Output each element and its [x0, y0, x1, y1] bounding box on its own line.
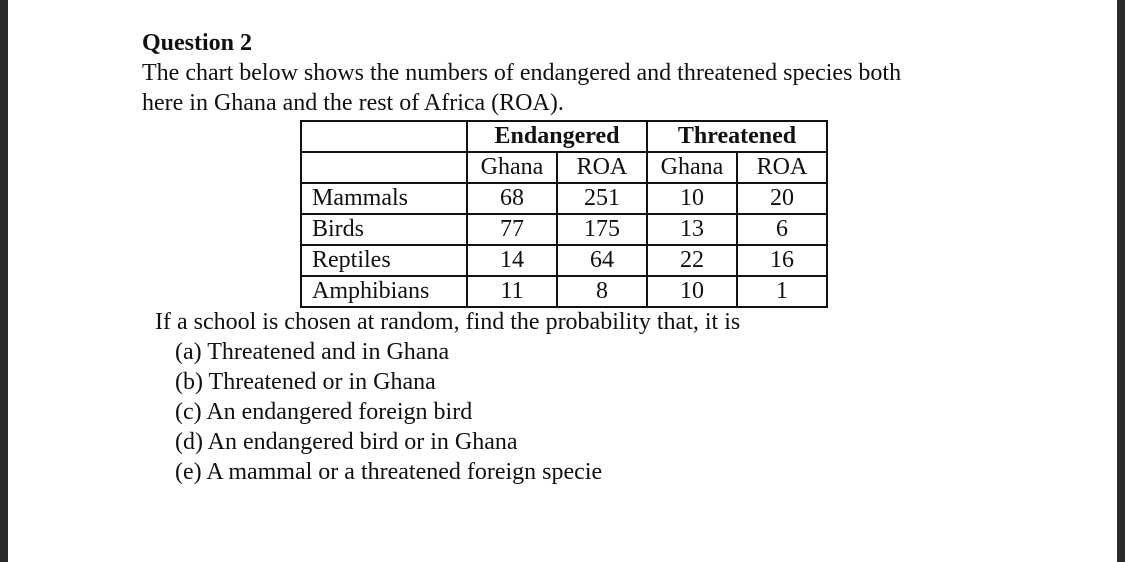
subheader-endangered-ghana: Ghana: [466, 151, 558, 184]
table-cell: 20: [736, 182, 828, 215]
table-cell: 22: [646, 244, 738, 277]
table-cell: 16: [736, 244, 828, 277]
table-cell: 14: [466, 244, 558, 277]
row-label: Reptiles: [300, 244, 468, 277]
option-d: (d) An endangered bird or in Ghana: [175, 429, 518, 455]
corner-cell: [300, 151, 468, 184]
header-threatened: Threatened: [646, 120, 828, 153]
table-cell: 175: [556, 213, 648, 246]
table-cell: 8: [556, 275, 648, 308]
table-cell: 1: [736, 275, 828, 308]
left-screen-edge: [0, 0, 8, 562]
option-b: (b) Threatened or in Ghana: [175, 369, 436, 395]
row-label: Birds: [300, 213, 468, 246]
intro-line-1: The chart below shows the numbers of end…: [142, 60, 902, 86]
right-screen-edge: [1117, 0, 1125, 562]
table-row: Amphibians 11 8 10 1: [300, 275, 828, 308]
question-prompt: If a school is chosen at random, find th…: [155, 309, 741, 335]
answer-options: (a) Threatened and in Ghana (b) Threaten…: [175, 337, 602, 487]
subheader-endangered-roa: ROA: [556, 151, 648, 184]
table-cell: 77: [466, 213, 558, 246]
species-table: Endangered Threatened Ghana ROA Ghana RO…: [300, 120, 828, 308]
subheader-row: Ghana ROA Ghana ROA: [300, 151, 828, 184]
option-e: (e) A mammal or a threatened foreign spe…: [175, 459, 603, 485]
group-header-row: Endangered Threatened: [300, 120, 828, 153]
subheader-threatened-roa: ROA: [736, 151, 828, 184]
table-row: Reptiles 14 64 22 16: [300, 244, 828, 277]
table-cell: 6: [736, 213, 828, 246]
header-endangered: Endangered: [466, 120, 648, 153]
table-cell: 13: [646, 213, 738, 246]
question-title: Question 2: [142, 30, 253, 56]
intro-line-2: here in Ghana and the rest of Africa (RO…: [142, 90, 564, 116]
table-cell: 11: [466, 275, 558, 308]
option-c: (c) An endangered foreign bird: [175, 399, 473, 425]
option-a: (a) Threatened and in Ghana: [175, 339, 450, 365]
table-cell: 251: [556, 182, 648, 215]
subheader-threatened-ghana: Ghana: [646, 151, 738, 184]
table-cell: 10: [646, 275, 738, 308]
row-label: Amphibians: [300, 275, 468, 308]
corner-cell: [300, 120, 468, 153]
table-row: Mammals 68 251 10 20: [300, 182, 828, 215]
row-label: Mammals: [300, 182, 468, 215]
table-row: Birds 77 175 13 6: [300, 213, 828, 246]
table-cell: 68: [466, 182, 558, 215]
table-cell: 64: [556, 244, 648, 277]
table-cell: 10: [646, 182, 738, 215]
question-block: Question 2 The chart below shows the num…: [142, 28, 1042, 118]
